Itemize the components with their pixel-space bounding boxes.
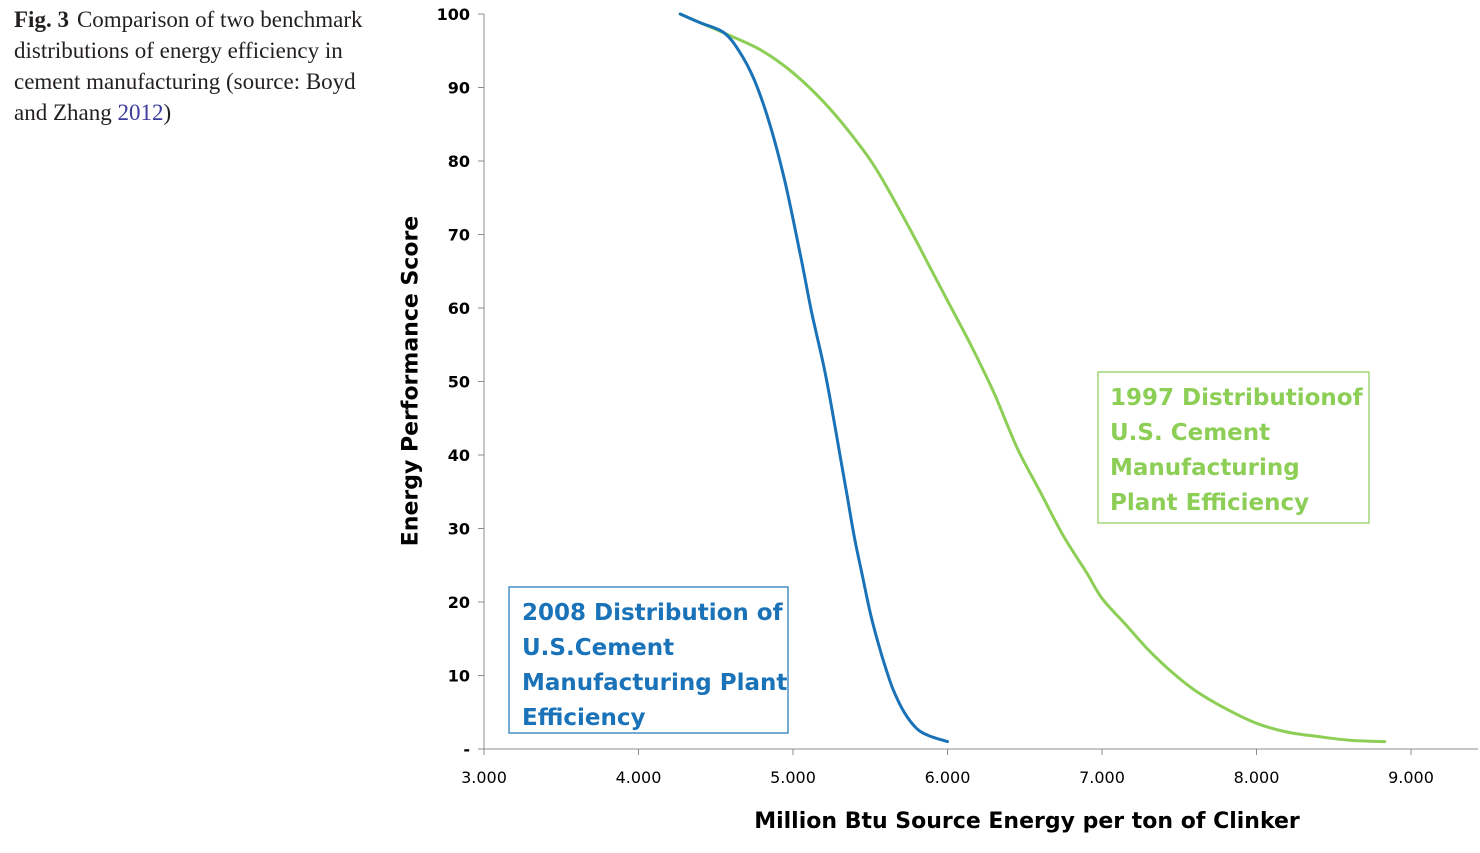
y-tick-label: 20 — [448, 593, 470, 612]
y-tick-label: 60 — [448, 299, 470, 318]
figure-caption: Fig. 3 Comparison of two benchmark distri… — [14, 4, 364, 128]
series-line-2008 — [678, 12, 949, 744]
caption-close: ) — [163, 100, 172, 125]
annotation-line: U.S. Cement — [1110, 420, 1270, 446]
y-tick-label: 10 — [448, 667, 470, 686]
y-tick-label: 40 — [448, 446, 470, 465]
annotation-2008: 2008 Distribution of U.S.Cement Manufactur… — [508, 586, 789, 734]
series-layer — [678, 12, 1387, 744]
annotation-box — [1097, 371, 1370, 524]
y-axis-title: Energy Performance Score — [399, 216, 424, 546]
y-tick-label: 70 — [448, 226, 470, 245]
caption-text: Comparison of two benchmark distribution… — [14, 7, 363, 125]
annotation-line: Plant Efficiency — [1110, 490, 1309, 516]
x-axis-title: Million Btu Source Energy per ton of Cli… — [754, 809, 1300, 834]
y-tick-label: 50 — [448, 373, 470, 392]
annotation-layer: 2008 Distribution of U.S.Cement Manufactur… — [508, 371, 1370, 734]
annotation-box — [508, 586, 789, 734]
annotation-line: Efficiency — [522, 705, 645, 731]
x-tick-label: 9.000 — [1388, 768, 1434, 787]
y-tick-label: 80 — [448, 152, 470, 171]
x-tick-label: 6.000 — [925, 768, 971, 787]
y-tick-label: - — [463, 740, 470, 759]
x-tick-label: 3.000 — [461, 768, 507, 787]
x-tick-label: 4.000 — [616, 768, 662, 787]
x-tick-label: 7.000 — [1079, 768, 1125, 787]
x-tick-label: 8.000 — [1234, 768, 1280, 787]
annotation-1997: 1997 Distributionof U.S. Cement Manufactur… — [1097, 371, 1370, 524]
figure-label: Fig. 3 — [14, 7, 69, 32]
annotation-line: Manufacturing — [1110, 455, 1300, 481]
series-line-1997 — [678, 12, 1387, 744]
y-tick-label: 100 — [437, 5, 470, 24]
x-tick-label: 5.000 — [770, 768, 816, 787]
annotation-line: 1997 Distributionof — [1110, 385, 1364, 411]
citation-year-link[interactable]: 2012 — [117, 100, 164, 125]
y-tick-label: 90 — [448, 79, 470, 98]
annotation-line: 2008 Distribution of — [522, 600, 784, 626]
chart-axes: - 10 20 30 40 50 60 70 80 90 100 3.000 4.000 5.000 6.0… — [437, 5, 1478, 787]
annotation-line: U.S.Cement — [522, 635, 674, 661]
y-tick-label: 30 — [448, 520, 470, 539]
annotation-line: Manufacturing Plant — [522, 670, 787, 696]
